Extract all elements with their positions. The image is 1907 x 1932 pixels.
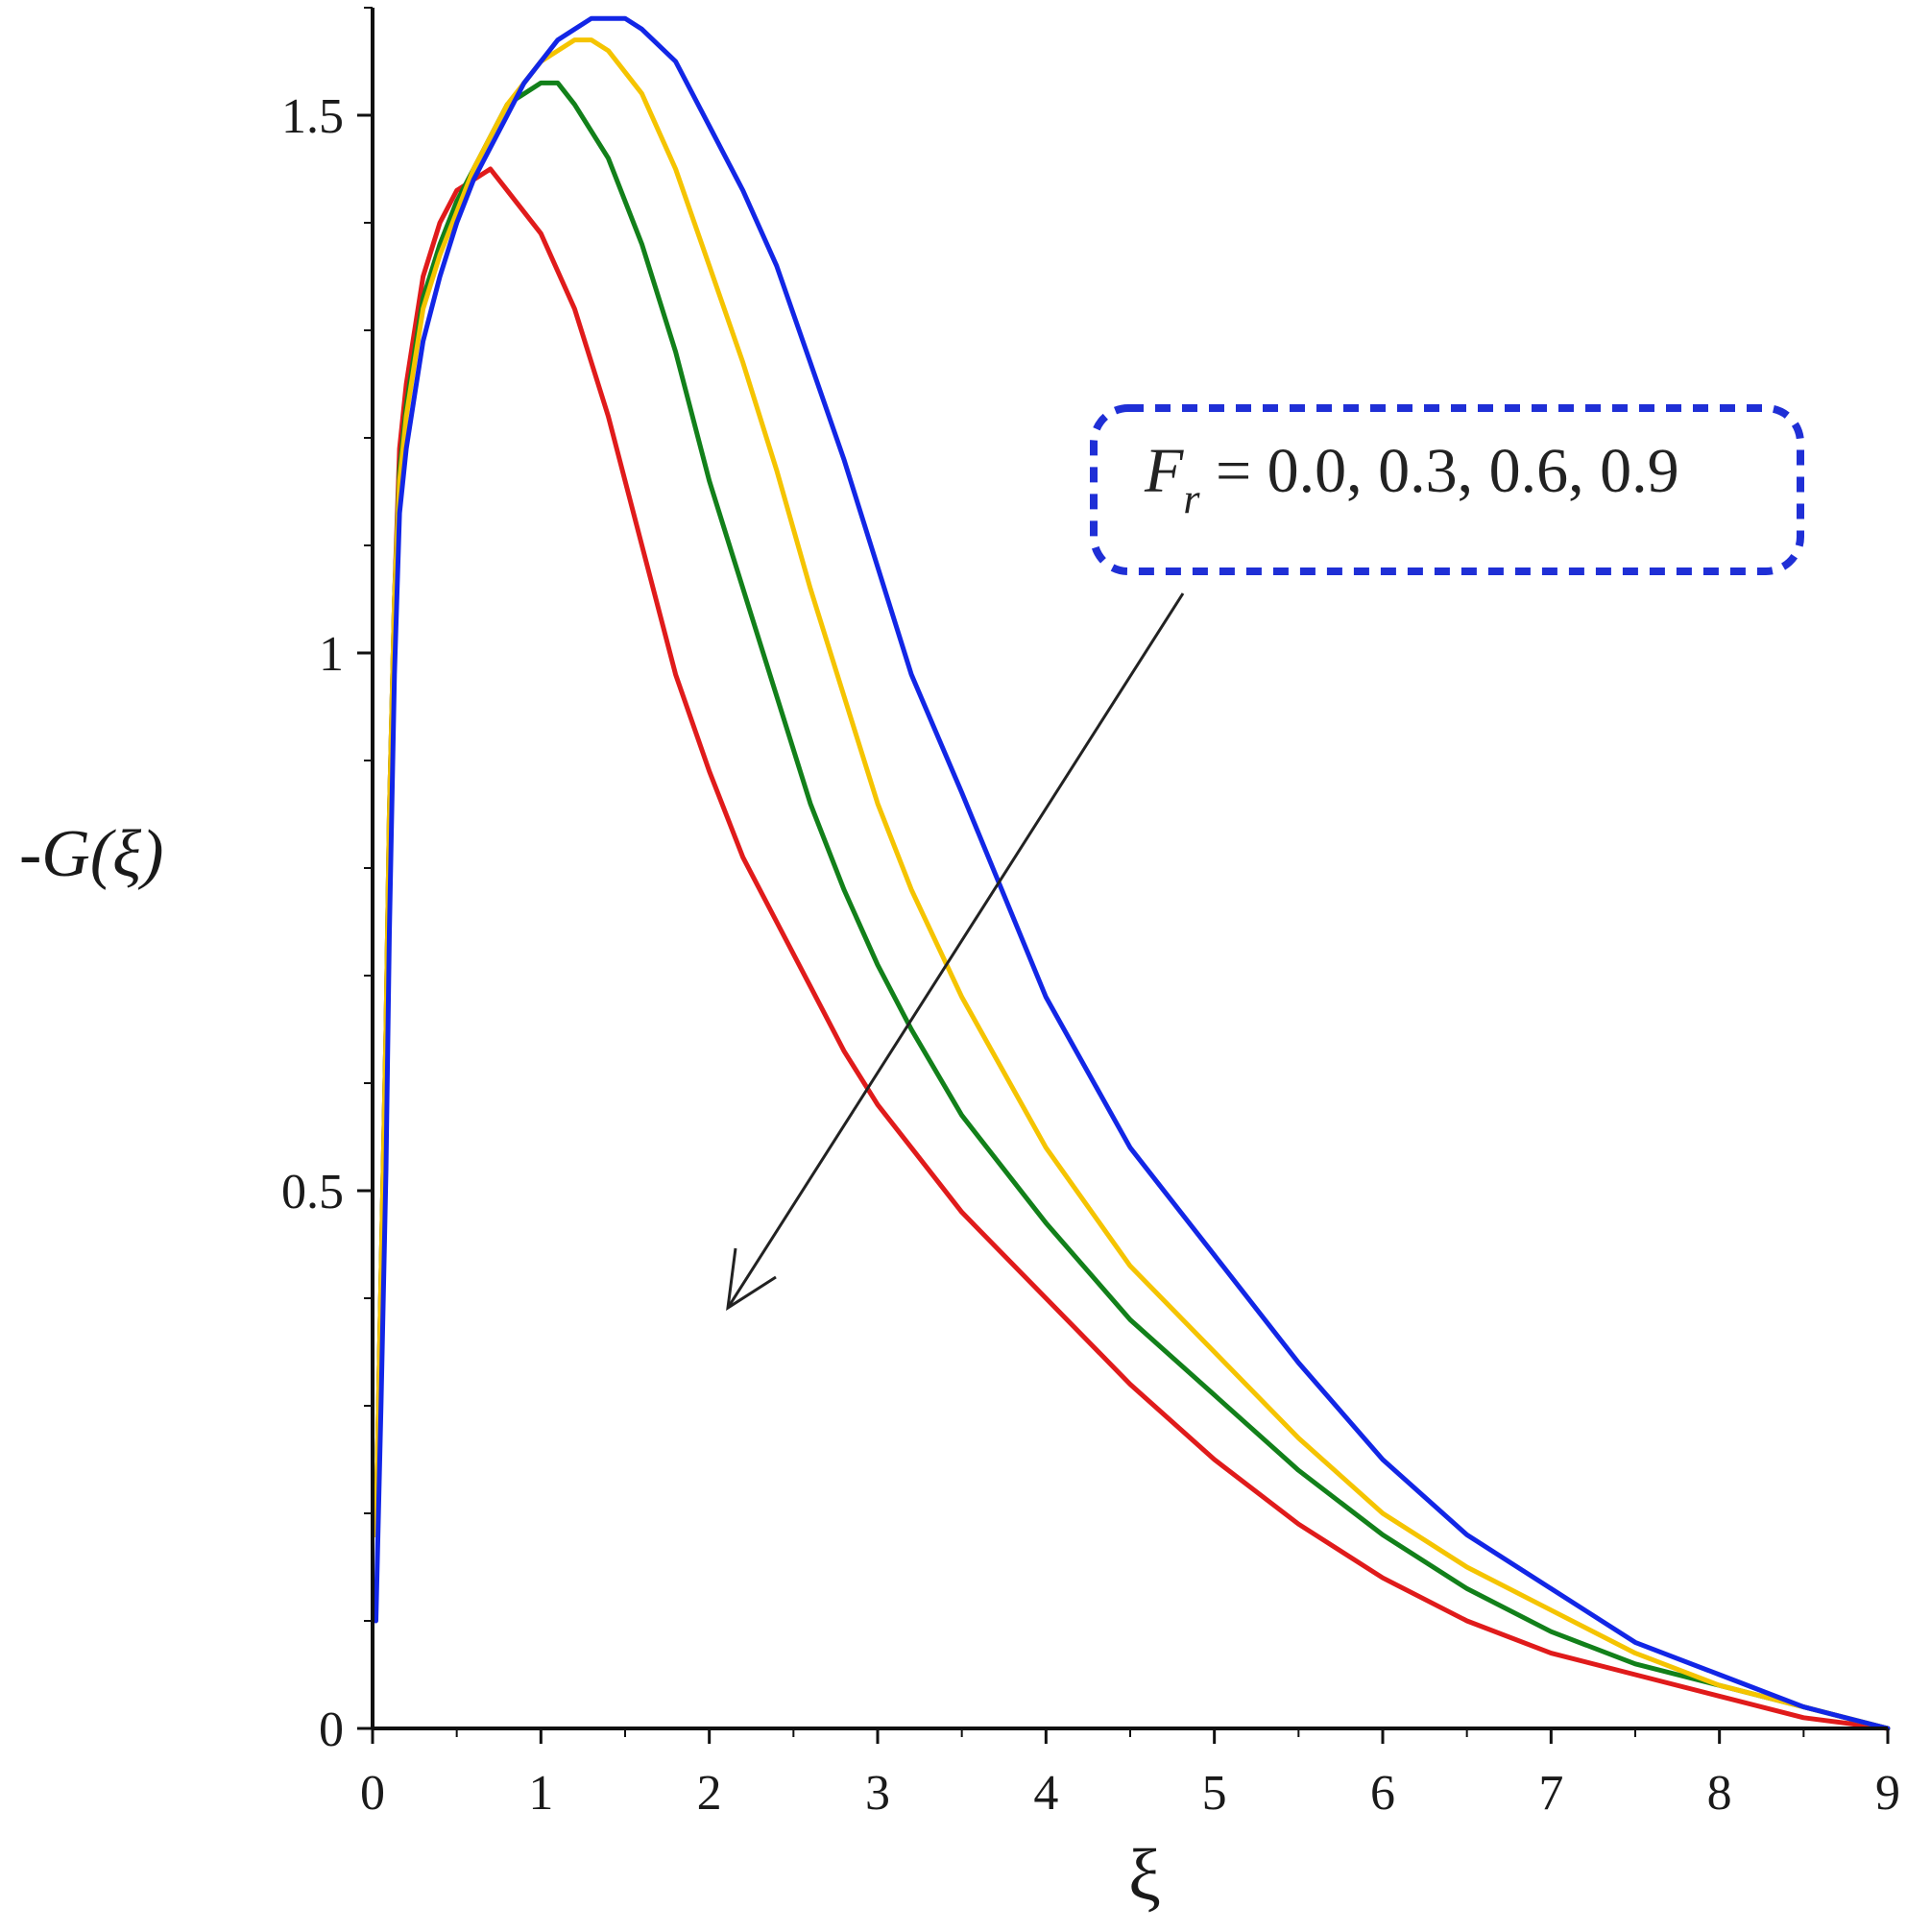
y-tick-label: 0.5 [281, 1165, 344, 1220]
x-tick-label: 7 [1538, 1766, 1563, 1821]
annotation-subscript: r [1183, 475, 1200, 522]
plot-lines [374, 15, 1891, 1731]
x-tick-label: 9 [1875, 1766, 1900, 1821]
annotation-values: = 0.0, 0.3, 0.6, 0.9 [1199, 436, 1678, 506]
annotation-symbol: F [1144, 436, 1184, 506]
annotation-label: Fr = 0.0, 0.3, 0.6, 0.9 [1144, 436, 1679, 522]
x-tick-label: 2 [697, 1766, 722, 1821]
x-axis-title: ξ [1128, 1835, 1161, 1916]
annotation-box [1090, 404, 1804, 575]
series-line-2 [374, 80, 1891, 1731]
trend-arrow [726, 592, 1185, 1311]
arrow-head [726, 1247, 777, 1311]
y-tick-label: 0 [319, 1703, 344, 1757]
series-line-1 [374, 166, 1891, 1731]
x-tick-label: 5 [1202, 1766, 1227, 1821]
x-tick-label: 1 [528, 1766, 553, 1821]
axes [371, 8, 1888, 1730]
x-tick-label: 8 [1707, 1766, 1732, 1821]
parameter-annotation: Fr = 0.0, 0.3, 0.6, 0.9 [1090, 404, 1804, 575]
y-axis-title: -G(ξ) [19, 817, 163, 891]
x-tick-label: 0 [360, 1766, 385, 1821]
series-line-3 [374, 37, 1891, 1731]
series-line-4 [374, 15, 1891, 1731]
y-tick-label: 1.5 [281, 89, 344, 144]
arrow-line [726, 592, 1185, 1309]
ticks: 0 1 2 3 4 5 6 7 8 9 0 0.5 1 1.5 [281, 7, 1900, 1821]
x-tick-label: 6 [1370, 1766, 1395, 1821]
x-tick-label: 4 [1033, 1766, 1058, 1821]
y-tick-label: 1 [319, 627, 344, 682]
x-tick-label: 3 [865, 1766, 890, 1821]
